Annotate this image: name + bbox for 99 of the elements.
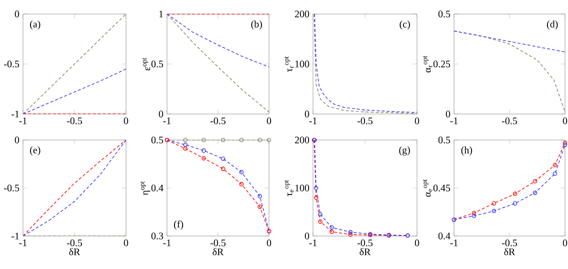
x-tick-label: 0 [124, 118, 128, 124]
point [183, 138, 188, 142]
y-tick-label: 100 [295, 184, 310, 192]
y-tick-label: 0.25 [433, 60, 450, 68]
y-tick-label: 0.4 [438, 232, 450, 240]
y-tick-label: 0.3 [151, 232, 164, 240]
x-tick-label: 0 [562, 240, 568, 246]
point [552, 171, 558, 176]
x-tick-label: 0 [562, 118, 568, 124]
annotation: (h) [461, 146, 472, 156]
point [258, 204, 262, 209]
point [552, 162, 558, 168]
x-axis-title: δR [69, 248, 80, 256]
y-axis-title: ε$^{opt}$ [142, 58, 150, 70]
x-tick-label: -0.5 [210, 118, 226, 124]
x-tick-label: -1 [450, 240, 458, 246]
annotation: (c) [400, 20, 410, 30]
point [258, 138, 262, 142]
point [183, 142, 188, 147]
point [492, 201, 496, 206]
y-tick-label: 0.5 [438, 136, 450, 144]
x-tick-label: -1 [450, 118, 458, 124]
point [220, 138, 226, 142]
y-tick-label: 0 [158, 110, 164, 118]
y-tick-label: 0.5 [438, 10, 450, 18]
point [348, 230, 353, 234]
y-axis-title: η$^{opt}$ [140, 181, 150, 196]
y-tick-label: 1 [159, 10, 163, 18]
x-tick-label: -1 [163, 118, 171, 124]
y-tick-label: 0.4 [151, 184, 164, 192]
point [512, 192, 518, 196]
point [202, 138, 206, 142]
x-tick-label: 0 [266, 240, 272, 246]
point [348, 232, 353, 237]
y-tick-label: 0 [14, 136, 20, 144]
point [183, 146, 188, 151]
x-tick-label: -1 [19, 240, 27, 246]
x-tick-label: -0.5 [502, 240, 518, 246]
y-tick-label: 0 [14, 10, 20, 18]
x-tick-label: -1 [309, 240, 317, 246]
point [532, 190, 538, 195]
y-tick-label: 0 [304, 232, 310, 240]
point [492, 208, 496, 214]
point [512, 201, 518, 206]
y-tick-label: 0.5 [151, 136, 164, 144]
annotation: (d) [546, 20, 558, 30]
y-tick-label: -0.5 [4, 184, 20, 192]
point [472, 210, 476, 216]
y-tick-label: 200 [294, 136, 310, 144]
x-tick-label: -1 [19, 118, 27, 124]
point [314, 195, 318, 200]
x-tick-label: -0.5 [357, 118, 372, 124]
point [220, 166, 226, 171]
point [266, 138, 272, 142]
y-tick-label: 0 [446, 110, 450, 118]
line-series [23, 140, 126, 236]
point [532, 179, 538, 184]
x-tick-label: 0 [266, 118, 272, 124]
point [330, 225, 334, 230]
point [258, 194, 262, 198]
x-tick-label: -1 [163, 240, 171, 246]
x-tick-label: 0 [414, 240, 420, 246]
line-series [167, 14, 270, 112]
y-tick-label: -1 [12, 110, 19, 118]
y-tick-label: 0.5 [151, 60, 164, 68]
point [239, 170, 244, 174]
y-tick-label: 0.45 [433, 184, 450, 192]
point [318, 219, 322, 224]
annotation: (g) [399, 146, 410, 156]
x-tick-label: -0.5 [502, 118, 518, 124]
x-tick-label: 0 [414, 118, 420, 124]
point [202, 156, 206, 160]
x-tick-label: -1 [309, 118, 317, 124]
point [472, 214, 476, 218]
annotation: (e) [30, 146, 40, 156]
x-axis-title: δR [212, 248, 224, 256]
x-tick-label: -0.5 [357, 240, 372, 246]
x-tick-label: 0 [124, 240, 128, 246]
annotation: (a) [30, 20, 40, 30]
point [220, 156, 226, 161]
annotation: (f) [174, 220, 184, 230]
point [318, 212, 322, 217]
y-tick-label: 100 [295, 60, 310, 68]
y-tick-label: -1 [12, 232, 19, 240]
x-tick-label: -0.5 [66, 240, 82, 246]
line-series [167, 14, 270, 68]
x-tick-label: -0.5 [66, 118, 82, 124]
y-tick-label: 200 [294, 10, 310, 18]
point [330, 230, 334, 234]
y-tick-label: -0.5 [4, 60, 20, 68]
x-axis-title: δR [360, 248, 371, 256]
x-axis-title: δR [504, 248, 516, 256]
point [202, 148, 206, 153]
annotation: (b) [251, 20, 262, 30]
point [239, 182, 244, 186]
point [314, 186, 318, 190]
x-tick-label: -0.5 [210, 240, 226, 246]
y-tick-label: 0 [304, 110, 310, 118]
point [239, 138, 244, 142]
